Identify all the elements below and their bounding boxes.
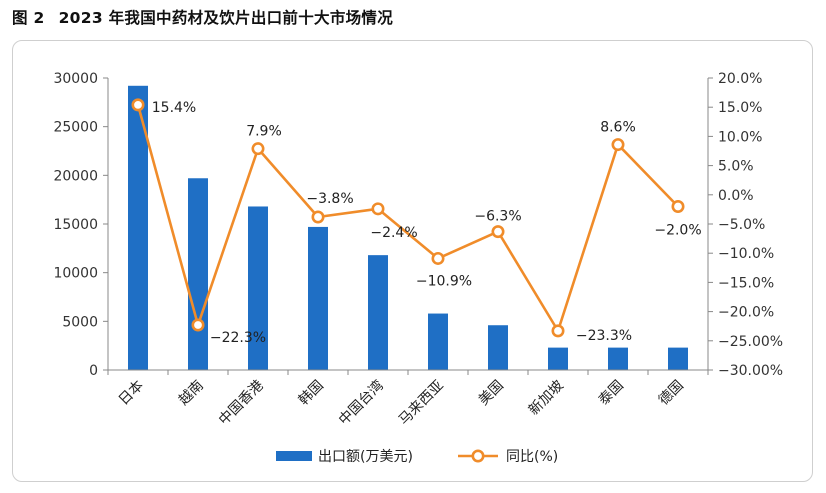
line-point <box>131 98 145 112</box>
data-label: −2.4% <box>370 225 417 241</box>
right-axis-tick-label: 5.0% <box>718 159 754 175</box>
bar <box>188 178 208 370</box>
line-point <box>311 210 325 224</box>
right-axis-tick-label: 0.0% <box>718 188 754 204</box>
bar <box>368 255 388 370</box>
data-label: 8.6% <box>600 120 636 136</box>
line-series: 15.4% −22.3% 7.9% −3.8% −2.4% −10.9% −6.3% −23.… <box>131 98 702 346</box>
data-label: −22.3% <box>210 330 266 346</box>
line-point <box>671 199 685 213</box>
right-axis-tick-label: −20.0% <box>718 305 774 321</box>
line-point <box>551 324 565 338</box>
line-point <box>491 225 505 239</box>
x-axis-category-labels: 日本 越南 中国香港 韩国 中国台湾 马来西亚 美国 新加坡 泰国 德国 <box>107 369 709 429</box>
line-path <box>136 104 679 333</box>
left-y-axis: 0 5000 10000 15000 20000 25000 30000 <box>53 71 109 379</box>
category-label: 越南 <box>176 378 207 409</box>
legend-bar-label: 出口额(万美元) <box>318 449 413 465</box>
legend: 出口额(万美元) 同比(%) <box>276 449 558 465</box>
figure-number: 图 2 <box>12 9 45 27</box>
data-label: 7.9% <box>246 124 282 140</box>
category-label: 马来西亚 <box>396 378 447 429</box>
right-axis-tick-label: 10.0% <box>718 129 762 145</box>
left-axis-tick-label: 10000 <box>53 266 98 282</box>
right-axis-tick-label: −10.0% <box>718 246 774 262</box>
category-label: 泰国 <box>596 378 627 409</box>
right-axis-tick-label: 15.0% <box>718 100 762 116</box>
line-point <box>371 202 385 216</box>
data-label: −3.8% <box>306 191 353 207</box>
bar <box>608 347 628 370</box>
bar <box>488 325 508 370</box>
category-label: 中国香港 <box>216 378 267 429</box>
left-axis-tick-label: 0 <box>89 363 98 379</box>
bar <box>128 85 148 370</box>
right-axis-tick-label: −30.00% <box>718 363 783 379</box>
bar <box>548 347 568 370</box>
legend-line-label: 同比(%) <box>506 449 558 465</box>
bar <box>428 313 448 370</box>
line-point <box>611 138 625 152</box>
left-axis-tick-label: 25000 <box>53 120 98 136</box>
category-label: 日本 <box>116 378 147 409</box>
legend-line-marker <box>471 449 485 463</box>
right-axis-tick-label: −5.0% <box>718 217 765 233</box>
category-label: 德国 <box>656 378 687 409</box>
data-label: −6.3% <box>474 209 521 225</box>
left-axis-tick-label: 20000 <box>53 168 98 184</box>
line-point <box>431 251 445 265</box>
category-label: 美国 <box>476 378 507 409</box>
bar <box>248 206 268 370</box>
right-axis-tick-label: −25.00% <box>718 334 783 350</box>
line-point <box>251 142 265 156</box>
right-axis-tick-label: −15.0% <box>718 275 774 291</box>
bar <box>668 347 688 370</box>
category-label: 中国台湾 <box>335 377 387 429</box>
right-axis-tick-label: 20.0% <box>718 71 762 87</box>
line-point <box>191 318 205 332</box>
right-y-axis: 20.0% 15.0% 10.0% 5.0% 0.0% −5.0% −10.0% −15.0%… <box>707 71 783 379</box>
category-label: 韩国 <box>296 378 327 409</box>
left-axis-tick-label: 5000 <box>62 314 98 330</box>
left-axis-tick-label: 30000 <box>53 71 98 87</box>
data-label: −10.9% <box>416 273 472 289</box>
data-label: −2.0% <box>654 222 701 238</box>
bar <box>308 226 328 370</box>
figure-title-text: 2023 年我国中药材及饮片出口前十大市场情况 <box>58 9 394 27</box>
left-axis-tick-label: 15000 <box>53 217 98 233</box>
legend-bar-swatch <box>276 451 312 461</box>
figure-title: 图 2 2023 年我国中药材及饮片出口前十大市场情况 <box>12 6 393 28</box>
data-label: −23.3% <box>576 328 632 344</box>
category-label: 新加坡 <box>526 378 567 419</box>
data-label: 15.4% <box>152 100 196 116</box>
